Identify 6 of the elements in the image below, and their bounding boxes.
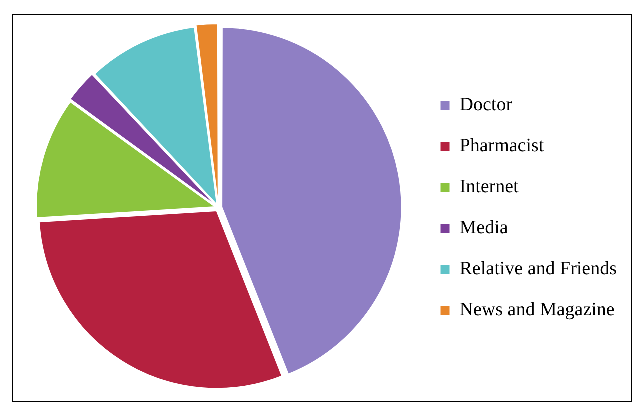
legend-label: Media: [460, 217, 509, 238]
legend-label: Relative and Friends: [460, 258, 618, 280]
legend-label: News and Magazine: [460, 299, 615, 320]
legend-label: Pharmacist: [460, 135, 545, 156]
legend-label: Internet: [460, 176, 520, 198]
legend-label: Doctor: [460, 94, 514, 116]
